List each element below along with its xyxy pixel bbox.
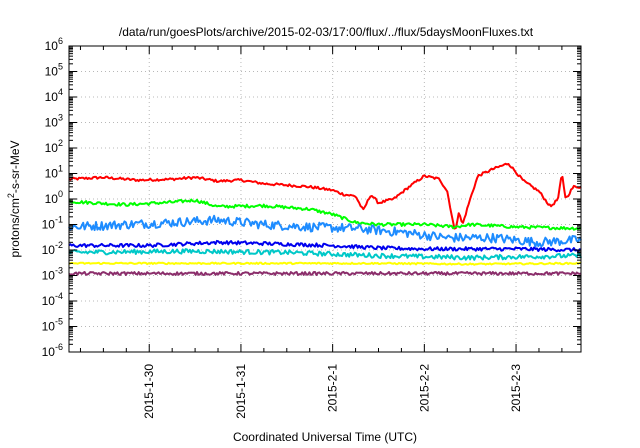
- y-tick-label: 101: [45, 164, 63, 181]
- x-axis-label: Coordinated Universal Time (UTC): [233, 430, 417, 444]
- series-layer: [68, 162, 582, 276]
- series-line-2: [68, 198, 582, 231]
- grid: [69, 46, 581, 352]
- y-tick-label: 105: [45, 62, 63, 79]
- series-line-6: [68, 261, 582, 266]
- x-tick-label: 2015-1-30: [142, 364, 156, 419]
- x-tick-labels: 2015-1-30 2015-1-31 2015-2-1 2015-2-2 2015-2…: [142, 364, 523, 419]
- y-axis-label: protons/cm2-s-sr-MeV: [6, 140, 22, 257]
- y-tick-label: 104: [45, 87, 63, 104]
- y-tick-label: 10-5: [42, 317, 63, 334]
- y-tick-label: 10-3: [42, 266, 63, 283]
- y-axis-label-prefix: protons/cm: [8, 198, 22, 257]
- y-tick-label: 100: [45, 189, 63, 206]
- x-tick-label: 2015-1-31: [234, 364, 248, 419]
- series-line-4: [68, 239, 582, 253]
- chart-title: /data/run/goesPlots/archive/2015-02-03/1…: [119, 25, 534, 39]
- x-tick-label: 2015-2-3: [509, 364, 523, 412]
- series-line-7: [68, 271, 582, 276]
- y-tick-label: 10-6: [42, 342, 63, 359]
- x-tick-label: 2015-2-1: [326, 364, 340, 412]
- y-tick-label: 10-2: [42, 240, 63, 257]
- y-tick-label: 10-4: [42, 291, 63, 308]
- tick-marks: [69, 45, 581, 353]
- y-tick-label: 103: [45, 113, 63, 130]
- y-axis-label-suffix: -s-sr-MeV: [8, 140, 22, 193]
- y-tick-label: 102: [45, 138, 63, 155]
- y-tick-label: 10-1: [42, 215, 63, 232]
- series-line-3: [68, 214, 582, 248]
- series-line-1: [68, 162, 582, 230]
- y-axis-label-sup: 2: [6, 193, 16, 198]
- x-tick-label: 2015-2-2: [417, 364, 431, 412]
- y-tick-labels: 10-6 10-5 10-4 10-3 10-2 10-1 100 101 102 103 104 1…: [42, 36, 63, 359]
- y-tick-label: 106: [45, 36, 63, 53]
- series-line-5: [68, 248, 582, 261]
